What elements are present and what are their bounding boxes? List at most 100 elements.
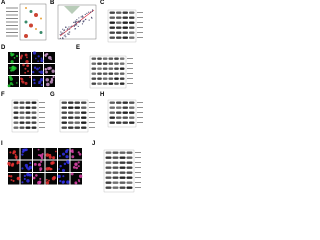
band bbox=[122, 106, 128, 109]
cell bbox=[16, 160, 20, 164]
row-label bbox=[89, 117, 95, 118]
band bbox=[68, 106, 74, 109]
term-label bbox=[6, 21, 18, 23]
cell bbox=[48, 66, 52, 70]
micrograph bbox=[45, 160, 57, 172]
row-label bbox=[39, 102, 45, 103]
band bbox=[105, 176, 112, 179]
cell bbox=[26, 64, 30, 67]
point bbox=[88, 11, 90, 13]
cell bbox=[20, 54, 24, 57]
band bbox=[108, 72, 114, 75]
band bbox=[126, 176, 133, 179]
band bbox=[126, 156, 133, 159]
band bbox=[68, 116, 74, 119]
micrograph bbox=[8, 160, 20, 172]
cell bbox=[10, 60, 14, 64]
band bbox=[109, 26, 115, 29]
band bbox=[61, 116, 67, 119]
band bbox=[122, 101, 128, 104]
point bbox=[76, 24, 78, 26]
cell bbox=[38, 71, 41, 73]
panel-label: G bbox=[50, 92, 55, 98]
band bbox=[116, 116, 122, 119]
cell bbox=[38, 163, 41, 166]
cell bbox=[39, 154, 44, 158]
cell bbox=[31, 70, 35, 74]
band bbox=[108, 67, 114, 70]
cell bbox=[23, 177, 26, 180]
cell bbox=[21, 181, 24, 184]
band bbox=[31, 101, 37, 104]
dot bbox=[35, 28, 37, 30]
point bbox=[84, 18, 87, 21]
dot bbox=[34, 13, 38, 17]
band bbox=[129, 11, 135, 14]
band bbox=[119, 161, 126, 164]
band bbox=[116, 26, 122, 29]
cell bbox=[40, 84, 43, 87]
row-label bbox=[137, 17, 143, 18]
band bbox=[116, 11, 122, 14]
band bbox=[112, 186, 119, 189]
cell bbox=[45, 181, 50, 185]
micrograph bbox=[70, 160, 82, 172]
band bbox=[122, 111, 128, 114]
band bbox=[112, 161, 119, 164]
band bbox=[122, 121, 128, 124]
point bbox=[71, 25, 73, 27]
cell bbox=[7, 161, 11, 166]
point bbox=[83, 20, 85, 22]
band bbox=[122, 16, 128, 19]
point bbox=[75, 23, 77, 25]
figure: A B C D E F G H I J bbox=[0, 0, 150, 196]
band bbox=[122, 36, 128, 39]
band bbox=[126, 181, 133, 184]
band bbox=[31, 121, 37, 124]
cell bbox=[9, 67, 11, 69]
cell bbox=[32, 78, 36, 82]
row-label bbox=[137, 37, 143, 38]
term-label bbox=[6, 25, 18, 26]
cell bbox=[71, 150, 74, 154]
cell bbox=[62, 175, 65, 178]
cell bbox=[63, 162, 67, 166]
band bbox=[102, 82, 108, 85]
band bbox=[19, 121, 25, 124]
cell bbox=[21, 167, 24, 170]
band bbox=[114, 57, 119, 60]
row-label bbox=[135, 157, 141, 158]
cell bbox=[40, 57, 43, 60]
point bbox=[76, 19, 78, 21]
cell bbox=[52, 75, 55, 79]
cell bbox=[22, 148, 25, 151]
cell bbox=[26, 179, 30, 183]
panel-label: J bbox=[92, 141, 95, 147]
cell bbox=[29, 76, 31, 78]
cell bbox=[62, 180, 65, 184]
band bbox=[25, 106, 31, 109]
band bbox=[126, 186, 133, 189]
point bbox=[91, 9, 94, 11]
band bbox=[13, 116, 19, 119]
panel-label: B bbox=[50, 0, 55, 6]
row-label bbox=[127, 68, 133, 69]
cell bbox=[25, 59, 29, 64]
term-label bbox=[6, 7, 18, 9]
band bbox=[97, 67, 102, 70]
band bbox=[102, 72, 108, 75]
point bbox=[73, 25, 75, 28]
band bbox=[31, 106, 37, 109]
point bbox=[66, 29, 68, 31]
cell bbox=[45, 53, 48, 56]
band bbox=[119, 62, 125, 65]
cell bbox=[7, 84, 11, 88]
cell bbox=[38, 180, 42, 184]
cell bbox=[40, 160, 43, 163]
row-label bbox=[39, 117, 45, 118]
micrograph bbox=[8, 52, 19, 63]
cell bbox=[40, 59, 44, 63]
cell bbox=[10, 53, 14, 57]
cell bbox=[65, 155, 69, 159]
band bbox=[116, 101, 122, 104]
